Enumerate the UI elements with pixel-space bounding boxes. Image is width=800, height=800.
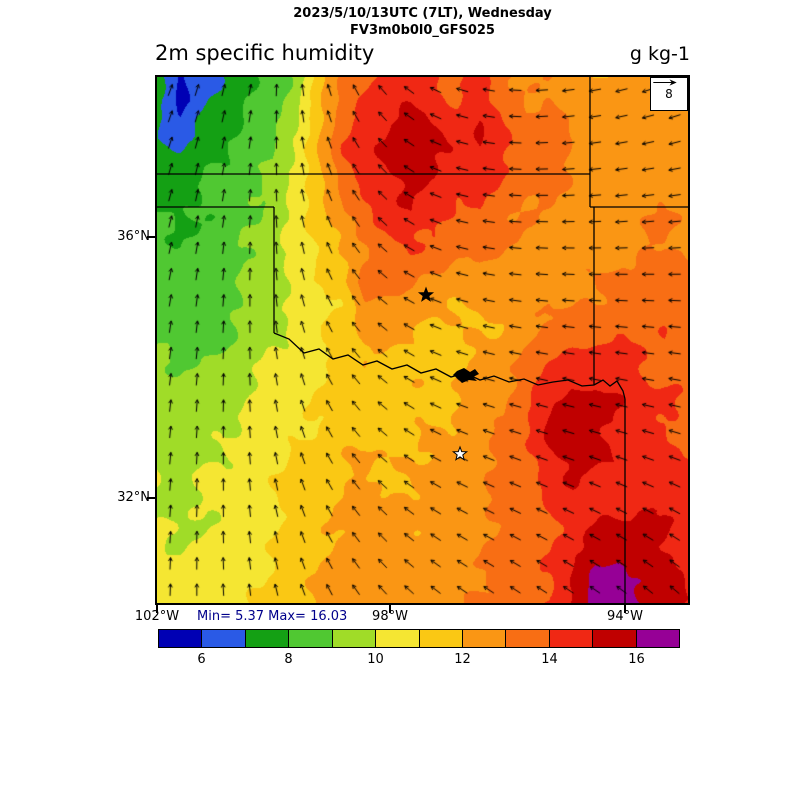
wind-ref-value: 8 bbox=[665, 86, 673, 101]
lon-label-98w: 98°W bbox=[372, 609, 408, 624]
star-marker-okc bbox=[417, 286, 435, 302]
model-run-title: FV3m0b0l0_GFS025 bbox=[350, 23, 495, 38]
lat-tick-32n bbox=[147, 497, 155, 499]
colorbar-segment-4 bbox=[332, 630, 377, 647]
colorbar-tick-16: 16 bbox=[628, 652, 645, 667]
colorbar bbox=[158, 629, 680, 648]
colorbar-tick-6: 6 bbox=[197, 652, 206, 667]
lake-shape bbox=[453, 368, 479, 383]
datetime-title: 2023/5/10/13UTC (7LT), Wednesday bbox=[293, 6, 552, 21]
colorbar-tick-12: 12 bbox=[454, 652, 471, 667]
lon-tick-94w bbox=[624, 605, 626, 613]
colorbar-tick-14: 14 bbox=[541, 652, 558, 667]
map-overlay bbox=[157, 77, 688, 603]
wind-ref-arrow-icon bbox=[653, 79, 677, 86]
colorbar-tick-10: 10 bbox=[367, 652, 384, 667]
lon-label-94w: 94°W bbox=[607, 609, 643, 624]
colorbar-segment-10 bbox=[593, 630, 637, 647]
lon-tick-98w bbox=[389, 605, 391, 613]
lon-tick-102w bbox=[156, 605, 158, 613]
colorbar-tick-labels: 6 8 10 12 14 16 bbox=[158, 652, 680, 670]
map-plot-area: 8 bbox=[155, 75, 690, 605]
lat-label-36n: 36°N bbox=[117, 229, 150, 244]
colorbar-segment-8 bbox=[506, 630, 550, 647]
humidity-field-canvas bbox=[157, 77, 688, 603]
minmax-stats: Min= 5.37 Max= 16.03 bbox=[197, 609, 348, 624]
colorbar-segment-3 bbox=[289, 630, 333, 647]
lat-label-32n: 32°N bbox=[117, 490, 150, 505]
colorbar-segment-6 bbox=[419, 630, 463, 647]
border-red-river bbox=[273, 332, 626, 400]
colorbar-segment-2 bbox=[245, 630, 290, 647]
colorbar-segment-7 bbox=[462, 630, 507, 647]
colorbar-segment-0 bbox=[159, 630, 203, 647]
units-label: g kg-1 bbox=[629, 43, 690, 65]
star-marker-dfw bbox=[451, 445, 469, 461]
colorbar-segment-11 bbox=[636, 630, 680, 647]
colorbar-segment-5 bbox=[376, 630, 420, 647]
wind-reference-box: 8 bbox=[650, 77, 688, 111]
colorbar-segment-9 bbox=[549, 630, 594, 647]
lon-label-102w: 102°W bbox=[134, 609, 180, 624]
plot-title: 2m specific humidity bbox=[155, 41, 375, 65]
lat-tick-36n bbox=[147, 236, 155, 238]
colorbar-tick-8: 8 bbox=[284, 652, 293, 667]
colorbar-segment-1 bbox=[202, 630, 246, 647]
